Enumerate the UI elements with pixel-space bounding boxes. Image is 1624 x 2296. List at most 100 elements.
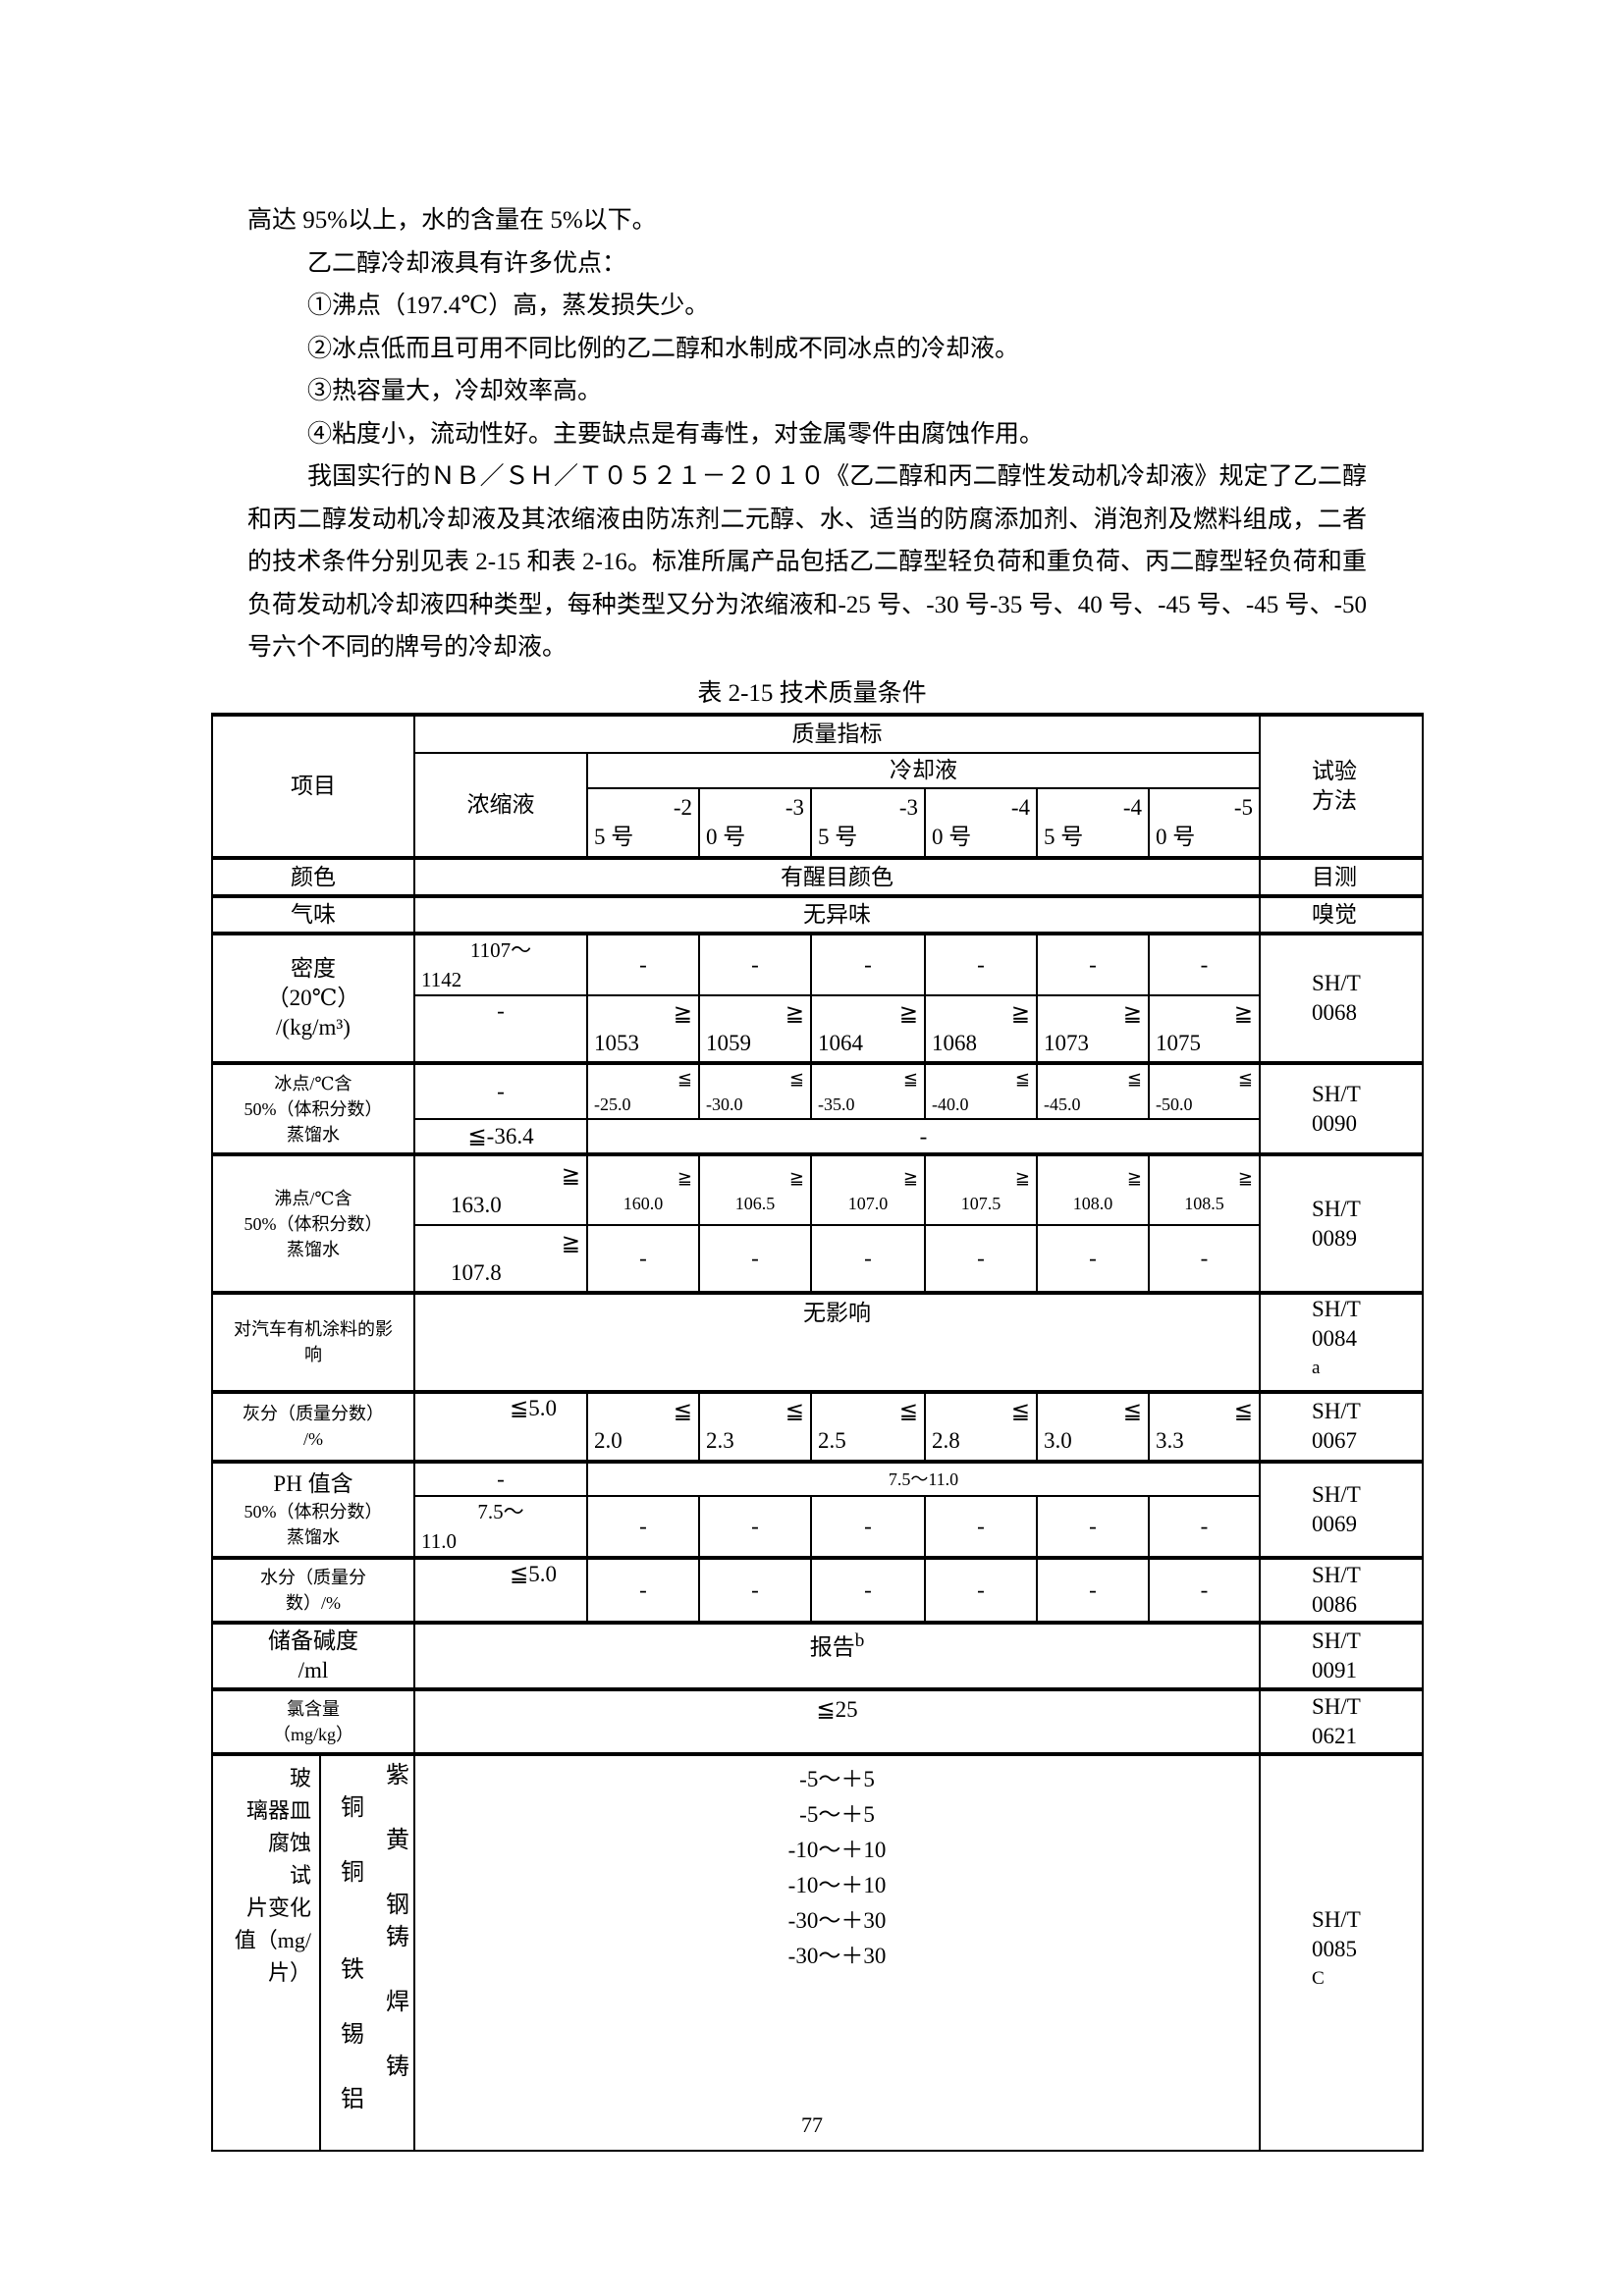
row-label: 沸点/℃含 50%（体积分数） 蒸馏水 (211, 1152, 415, 1294)
cell: 1107～ 1142 (413, 932, 588, 996)
cell: ≦ -45.0 (1036, 1061, 1150, 1120)
cell: - (586, 932, 700, 996)
cell: - (698, 932, 812, 996)
cell: - (586, 1555, 700, 1624)
table-row: ≦-36.4 - (212, 1118, 1423, 1155)
table-row: 灰分（质量分数）/% ≦5.0 ≦ 2.0 ≦ 2.3 ≦ 2.5 ≦ 2.8 ≦ 3.0… (211, 1389, 1425, 1463)
paragraph: ①沸点（197.4℃）高，蒸发损失少。 (307, 293, 710, 319)
cell: - (1036, 1555, 1150, 1624)
table-caption: 表 2-15 技术质量条件 (697, 680, 927, 707)
row-label: 氯含量 （mg/kg） (211, 1686, 415, 1755)
cell: - (1147, 932, 1262, 996)
table-row: 气味 无异味 嗅觉 (211, 894, 1425, 934)
row-label: PH 值含 50%（体积分数） 蒸馏水 (211, 1459, 415, 1559)
cell: ≧ 108.5 (1147, 1152, 1262, 1226)
cell: 无影响 (412, 1291, 1262, 1393)
cell: ≧ 160.0 (586, 1152, 700, 1226)
row-label: 气味 (211, 894, 415, 934)
cell: ≦ -50.0 (1147, 1061, 1262, 1120)
method-cell: SH/T 0086 (1259, 1555, 1425, 1624)
table-row: 沸点/℃含 50%（体积分数） 蒸馏水 ≧ 163.0 ≧ 160.0 ≧ 106.5 ≧… (211, 1152, 1425, 1294)
row-label: 灰分（质量分数）/% (211, 1389, 415, 1463)
metal-list: 紫 铜 黄 铜 钢 铸 铁 焊 锡 铸 铝 (341, 1762, 409, 2112)
cell: 有醒目颜色 (412, 856, 1262, 897)
cell: - (1036, 932, 1150, 996)
cell: ≦ -35.0 (810, 1061, 926, 1120)
cell: - (1147, 1494, 1262, 1559)
row-label: 储备碱度/ml (211, 1620, 415, 1690)
method-cell: SH/T 0090 (1259, 1061, 1425, 1155)
row-label: 对汽车有机涂料的影响 (211, 1291, 415, 1393)
cell: - (810, 1494, 926, 1559)
cell: 7.5～11.0 (585, 1459, 1262, 1497)
cell: ≦-36.4 (413, 1118, 588, 1155)
row-label: 冰点/℃含 50%（体积分数） 蒸馏水 (211, 1061, 415, 1155)
cell: ≧ 108.0 (1036, 1152, 1150, 1226)
header-method: 试验 方法 (1259, 713, 1425, 859)
cell: - (585, 1118, 1262, 1155)
row-label: 密度 （20℃）/(kg/m³) (211, 932, 415, 1064)
method-cell: SH/T 0069 (1259, 1459, 1425, 1559)
table-row: 储备碱度/ml 报告b SH/T 0091 (211, 1620, 1425, 1690)
paragraph: ③热容量大，冷却效率高。 (307, 378, 603, 404)
cell: ≧ 1059 (698, 994, 812, 1064)
cell: ≦ 3.0 (1036, 1389, 1150, 1463)
grade: -3 0 号 (698, 787, 812, 859)
method-cell: 目测 (1259, 856, 1425, 897)
header-item: 项目 (211, 713, 415, 859)
cell: - (698, 1555, 812, 1624)
method-cell: SH/T 0067 (1259, 1389, 1425, 1463)
page-number: 77 (801, 2112, 823, 2137)
cell: - (924, 1494, 1038, 1559)
row-label: 颜色 (211, 856, 415, 897)
header-quality: 质量指标 (412, 713, 1262, 754)
method-cell: SH/T 0091 (1259, 1620, 1425, 1690)
method-cell: SH/T 0621 (1259, 1686, 1425, 1755)
cell: - (810, 1555, 926, 1624)
cell: ≧ 1075 (1147, 994, 1262, 1064)
cell: - (586, 1224, 700, 1294)
glassware-label: 玻璃器皿 腐蚀试片变化 值（mg/片） (214, 1757, 321, 2149)
cell: ≧ 107.8 (413, 1224, 588, 1294)
paragraph: 我国实行的ＮＢ／ＳＨ／Ｔ０５２１－２０１０《乙二醇和丙二醇性发动机冷却液》规定了… (247, 463, 1367, 661)
table-row: PH 值含 50%（体积分数） 蒸馏水 - 7.5～11.0 SH/T 0069 (211, 1459, 1425, 1559)
table-row: 冰点/℃含 50%（体积分数） 蒸馏水 - ≦ -25.0 ≦ -30.0 ≦ -35.0… (211, 1061, 1425, 1155)
cell: - (810, 932, 926, 996)
method-cell: SH/T 0089 (1259, 1152, 1425, 1294)
cell: ≦5.0 (413, 1555, 588, 1624)
cell: - (698, 1494, 812, 1559)
row-label: 水分（质量分 数）/% (211, 1555, 415, 1624)
cell: ≦ 2.3 (698, 1389, 812, 1463)
method-cell: 嗅觉 (1259, 894, 1425, 934)
grade: -3 5 号 (810, 787, 926, 859)
cell: 报告b (412, 1620, 1262, 1690)
table-row: - ≧ 1053 ≧ 1059 ≧ 1064 ≧ 1068 ≧ 1073 ≧ 1075 (212, 994, 1423, 1064)
cell: - (1147, 1224, 1262, 1294)
grade-row: -2 5 号 -3 0 号 -3 5 号 -4 0 号 -4 5 号 -5 0 号 (212, 787, 1423, 859)
table-row: 颜色 有醒目颜色 目测 (211, 856, 1425, 897)
cell: - (586, 1494, 700, 1559)
cell: - (1036, 1224, 1150, 1294)
cell: ≧ 1073 (1036, 994, 1150, 1064)
grade: -2 5 号 (586, 787, 700, 859)
header-coolant: 冷却液 (585, 752, 1262, 789)
cell: ≧ 1053 (586, 994, 700, 1064)
method-cell: SH/T 0085 C (1259, 1751, 1425, 2152)
paragraph: 高达 95%以上，水的含量在 5%以下。 (247, 207, 657, 234)
cell: - (413, 1459, 588, 1497)
cell: - (1147, 1555, 1262, 1624)
grade: -5 0 号 (1147, 787, 1262, 859)
row-label: 玻璃器皿 腐蚀试片变化 值（mg/片） 紫 铜 黄 铜 钢 铸 铁 焊 锡 铸 铝 (211, 1751, 415, 2152)
paragraph: 乙二醇冷却液具有许多优点： (307, 249, 627, 277)
cell: - (698, 1224, 812, 1294)
cell: ≧ 163.0 (413, 1152, 588, 1226)
table-row: 水分（质量分 数）/% ≦5.0 - - - - - - SH/T 0086 (211, 1555, 1425, 1624)
table-row: ≧ 107.8 - - - - - - (212, 1224, 1423, 1294)
grade: -4 0 号 (924, 787, 1038, 859)
cell: 7.5～11.0 (413, 1494, 588, 1559)
cell: 无异味 (412, 894, 1262, 934)
cell: - (1036, 1494, 1150, 1559)
method-cell: SH/T 0084 a (1259, 1291, 1425, 1393)
paragraph: ④粘度小，流动性好。主要缺点是有毒性，对金属零件由腐蚀作用。 (307, 420, 1045, 448)
cell: ≦ 2.0 (586, 1389, 700, 1463)
